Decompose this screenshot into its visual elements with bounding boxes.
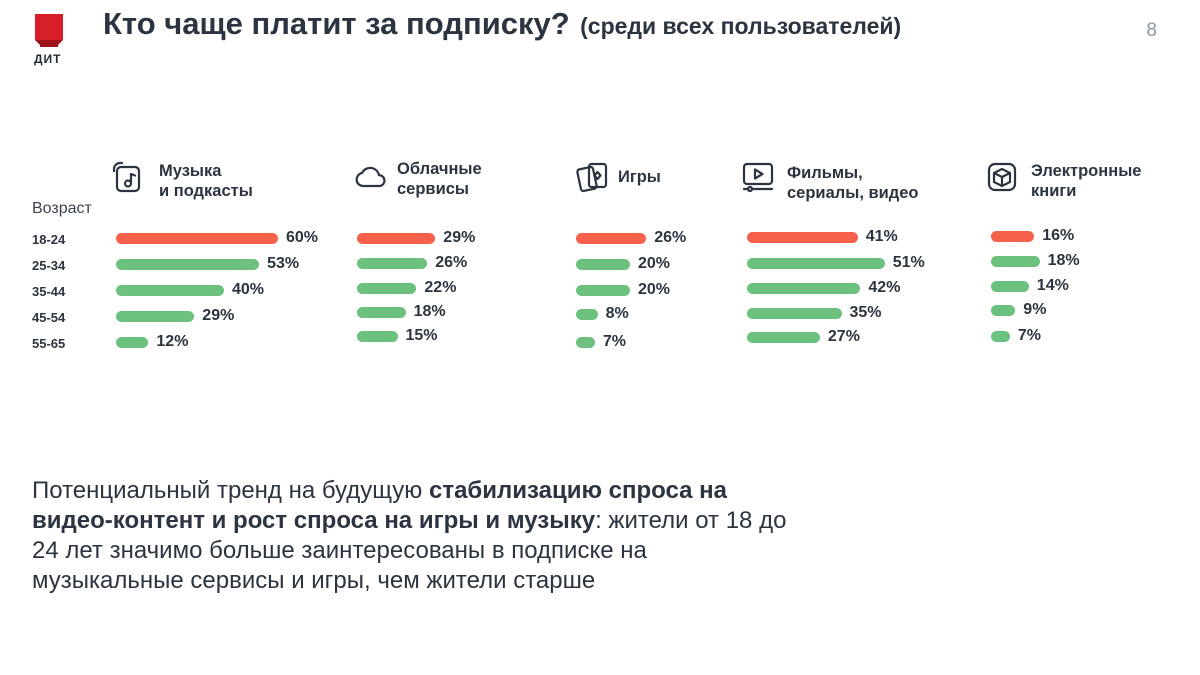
bar-cloud-25-34 [357, 258, 428, 269]
age-label-45-54: 45-54 [32, 310, 66, 325]
age-label-25-34: 25-34 [32, 258, 66, 273]
value-label-ebooks-25-34: 18% [1047, 252, 1080, 269]
category-title-line: сериалы, видео [787, 184, 919, 202]
value-label-cloud-25-34: 26% [435, 254, 468, 271]
bar-music-35-44 [116, 285, 224, 296]
bar-games-25-34 [576, 259, 630, 270]
cloud-icon [355, 166, 386, 188]
category-title-line: Фильмы, [787, 164, 863, 182]
value-label-games-45-54: 8% [605, 305, 629, 322]
value-label-music-45-54: 29% [202, 307, 235, 324]
video-player-icon [742, 162, 774, 193]
bar-video-55-65 [747, 332, 820, 343]
bar-music-18-24 [116, 233, 278, 244]
bar-music-55-65 [116, 337, 149, 348]
conclusion-text: Потенциальный тренд на будущую стабилиза… [32, 476, 792, 596]
bar-cloud-45-54 [357, 307, 406, 318]
value-label-cloud-45-54: 18% [413, 303, 446, 320]
bar-music-45-54 [116, 311, 195, 322]
value-label-games-35-44: 20% [638, 281, 671, 298]
value-label-video-25-34: 51% [892, 254, 925, 271]
bar-cloud-18-24 [357, 233, 436, 244]
title-subtitle: (среди всех пользователей) [580, 13, 902, 39]
category-title-ebooks: Электронные книги [1031, 161, 1141, 201]
age-label-55-65: 55-65 [32, 336, 66, 351]
value-label-music-18-24: 60% [286, 229, 319, 246]
bar-video-18-24 [747, 232, 858, 243]
value-label-ebooks-18-24: 16% [1042, 227, 1075, 244]
value-label-video-18-24: 41% [865, 228, 898, 245]
logo-text: ДИТ [34, 52, 62, 66]
dit-logo: ДИТ [34, 14, 66, 66]
title-main: Кто чаще платит за подписку? [103, 6, 570, 41]
music-icon [112, 161, 141, 193]
category-title-music: Музыка и подкасты [159, 161, 253, 201]
bar-music-25-34 [116, 259, 260, 270]
category-title-line: сервисы [397, 180, 469, 198]
conclusion-bold: стабилизацию спроса на видео-контент и р… [32, 477, 727, 534]
book-cube-icon [987, 162, 1017, 192]
bar-ebooks-55-65 [991, 331, 1010, 342]
category-title-video: Фильмы, сериалы, видео [787, 163, 919, 203]
value-label-music-35-44: 40% [232, 281, 265, 298]
age-label-35-44: 35-44 [32, 284, 66, 299]
bar-video-25-34 [747, 258, 885, 269]
category-title-line: и подкасты [159, 182, 253, 200]
category-title-cloud: Облачные сервисы [397, 159, 482, 199]
value-label-cloud-55-65: 15% [405, 327, 438, 344]
bar-ebooks-18-24 [991, 231, 1035, 242]
value-label-music-55-65: 12% [156, 333, 189, 350]
value-label-cloud-35-44: 22% [424, 279, 457, 296]
value-label-video-45-54: 35% [849, 304, 882, 321]
category-title-line: Музыка [159, 162, 222, 180]
conclusion-part-1: Потенциальный тренд на будущую [32, 477, 429, 504]
bar-games-35-44 [576, 285, 630, 296]
bar-ebooks-25-34 [991, 256, 1040, 267]
age-label-18-24: 18-24 [32, 232, 66, 247]
logo-mark-icon [35, 14, 63, 47]
value-label-ebooks-45-54: 9% [1023, 301, 1047, 318]
value-label-video-35-44: 42% [868, 279, 901, 296]
bar-cloud-55-65 [357, 331, 398, 342]
value-label-music-25-34: 53% [267, 255, 300, 272]
bar-ebooks-35-44 [991, 281, 1029, 292]
value-label-games-55-65: 7% [602, 333, 627, 350]
value-label-games-25-34: 20% [638, 255, 671, 272]
bar-games-55-65 [576, 337, 595, 348]
age-axis-title: Возраст [32, 200, 92, 217]
bar-games-45-54 [576, 309, 598, 320]
bar-cloud-35-44 [357, 283, 417, 294]
game-cards-icon [576, 162, 608, 193]
page-title: Кто чаще платит за подписку? (среди всех… [103, 6, 901, 42]
bar-video-45-54 [747, 308, 842, 319]
value-label-games-18-24: 26% [654, 229, 687, 246]
value-label-ebooks-35-44: 14% [1036, 277, 1069, 294]
value-label-ebooks-55-65: 7% [1017, 327, 1042, 344]
value-label-video-55-65: 27% [827, 328, 860, 345]
conclusion-part-2: : жители от 18 до 24 лет значимо больше … [32, 507, 787, 594]
page-number: 8 [1146, 20, 1157, 41]
category-title-line: Игры [618, 168, 661, 186]
category-title-line: книги [1031, 182, 1077, 200]
category-title-line: Облачные [397, 160, 482, 178]
value-label-cloud-18-24: 29% [443, 229, 476, 246]
category-title-line: Электронные [1031, 162, 1142, 180]
bar-games-18-24 [576, 233, 647, 244]
bar-ebooks-45-54 [991, 305, 1016, 316]
bar-video-35-44 [747, 283, 861, 294]
category-title-games: Игры [618, 167, 661, 187]
